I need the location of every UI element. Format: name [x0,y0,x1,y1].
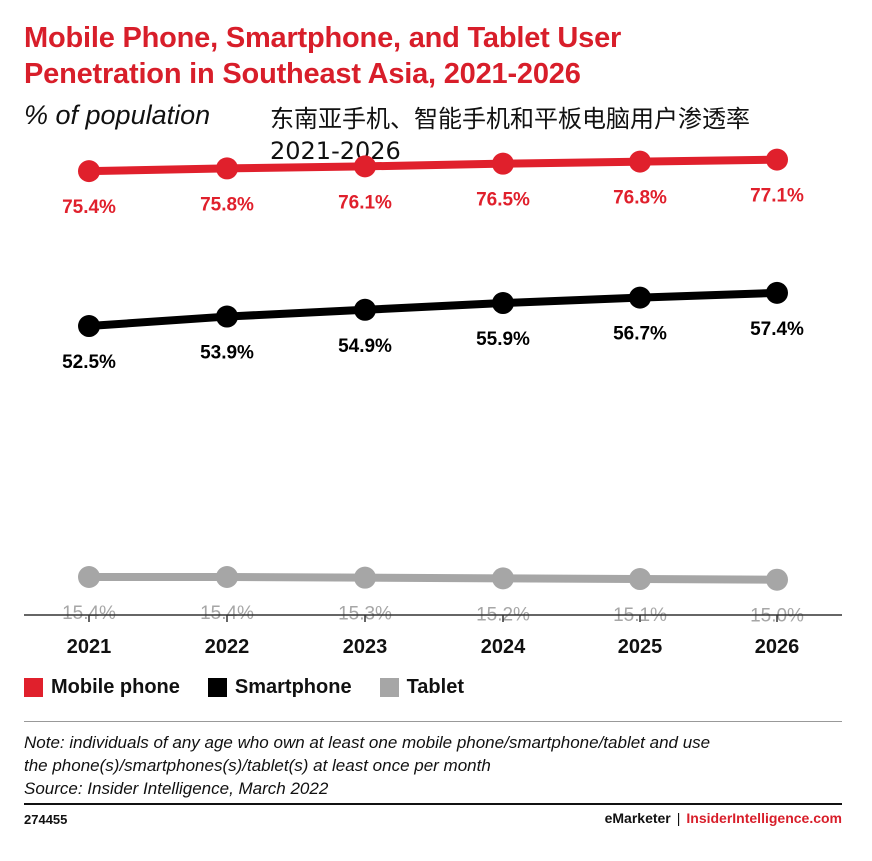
data-label-mobile-phone-2023: 76.1% [338,192,392,213]
note-divider [24,721,842,722]
chart-title: Mobile Phone, Smartphone, and Tablet Use… [24,20,854,92]
data-point-tablet-2023 [354,566,376,589]
legend-label-tablet: Tablet [406,676,464,698]
x-tick-label-2026: 2026 [755,636,800,658]
data-label-tablet-2021: 15.4% [62,603,116,624]
x-tick-label-2024: 2024 [481,636,526,658]
series-line-tablet [85,573,781,584]
data-point-smartphone-2024 [492,292,514,315]
footer-brand: eMarketer | InsiderIntelligence.com [605,810,842,826]
data-point-tablet-2022 [216,566,238,588]
data-point-tablet-2026 [766,568,788,591]
chart-id: 274455 [24,812,68,827]
line-chart: 75.4% 75.8% 76.1% 76.5% 76.8% 77.1% 52.5% 53.9%… [24,148,842,658]
data-point-smartphone-2026 [766,281,788,304]
source-line: Source: Insider Intelligence, March 2022 [24,779,329,798]
data-label-tablet-2022: 15.4% [200,603,254,624]
x-tick-label-2021: 2021 [67,636,112,658]
data-label-tablet-2023: 15.3% [338,604,392,625]
brand-emarketer: eMarketer [604,810,671,826]
data-point-mobile-phone-2026 [766,148,788,171]
legend-swatch-tablet [379,678,399,697]
legend-swatch-smartphone [207,678,227,697]
legend-item-tablet: Tablet [379,676,464,699]
series-layer: 75.4% 75.8% 76.1% 76.5% 76.8% 77.1% 52.5% 53.9%… [62,148,804,627]
chinese-caption: 东南亚手机、智能手机和平板电脑用户渗透率 2021-2026 [270,103,750,167]
data-label-mobile-phone-2025: 76.8% [613,188,667,209]
data-point-smartphone-2025 [629,286,651,309]
data-point-smartphone-2023 [354,298,376,321]
x-tick-label-2023: 2023 [343,636,388,658]
data-label-mobile-phone-2024: 76.5% [476,190,530,211]
legend-label-mobile-phone: Mobile phone [51,676,180,698]
data-point-mobile-phone-2025 [629,150,651,173]
data-label-mobile-phone-2021: 75.4% [62,197,116,218]
data-point-smartphone-2022 [216,305,238,328]
data-point-mobile-phone-2022 [216,157,238,180]
legend-item-smartphone: Smartphone [207,676,352,699]
data-label-smartphone-2026: 57.4% [750,319,804,340]
data-label-mobile-phone-2022: 75.8% [200,194,254,215]
legend-swatch-mobile-phone [24,678,43,697]
brand-separator: | [676,810,681,826]
x-axis-ticks: 2021 2022 2023 2024 2025 2026 [67,615,800,658]
data-label-mobile-phone-2026: 77.1% [750,186,804,207]
chart-title-line-1: Mobile Phone, Smartphone, and Tablet Use… [24,22,622,54]
data-point-smartphone-2021 [78,315,100,338]
data-label-smartphone-2023: 54.9% [338,336,392,357]
legend-item-mobile-phone: Mobile phone [24,676,180,699]
x-tick-label-2022: 2022 [205,636,250,658]
chinese-caption-line-2: 2021-2026 [270,137,401,165]
data-point-mobile-phone-2021 [78,160,100,183]
legend: Mobile phone Smartphone Tablet [24,676,492,699]
chart-subtitle: % of population [24,100,211,130]
data-label-smartphone-2021: 52.5% [62,352,116,373]
brand-insider-intelligence[interactable]: InsiderIntelligence.com [686,810,842,826]
series-line-mobile-phone [85,155,781,176]
data-label-smartphone-2025: 56.7% [613,324,667,345]
data-point-tablet-2025 [629,568,651,591]
x-tick-label-2025: 2025 [618,636,663,658]
chart-title-line-2: Penetration in Southeast Asia, 2021-2026 [24,58,581,90]
data-point-mobile-phone-2023 [354,155,376,178]
data-point-tablet-2021 [78,566,100,588]
footer-divider [24,803,842,805]
data-point-tablet-2024 [492,567,514,590]
note-line-1: Note: individuals of any age who own at … [24,733,711,752]
data-label-smartphone-2024: 55.9% [476,329,530,350]
chinese-caption-line-1: 东南亚手机、智能手机和平板电脑用户渗透率 [270,105,750,133]
data-point-mobile-phone-2024 [492,152,514,175]
legend-label-smartphone: Smartphone [234,676,352,698]
series-line-smartphone [85,288,781,331]
footnote: Note: individuals of any age who own at … [24,731,854,800]
note-line-2: the phone(s)/smartphones(s)/tablet(s) at… [24,756,491,775]
data-label-smartphone-2022: 53.9% [200,343,254,364]
